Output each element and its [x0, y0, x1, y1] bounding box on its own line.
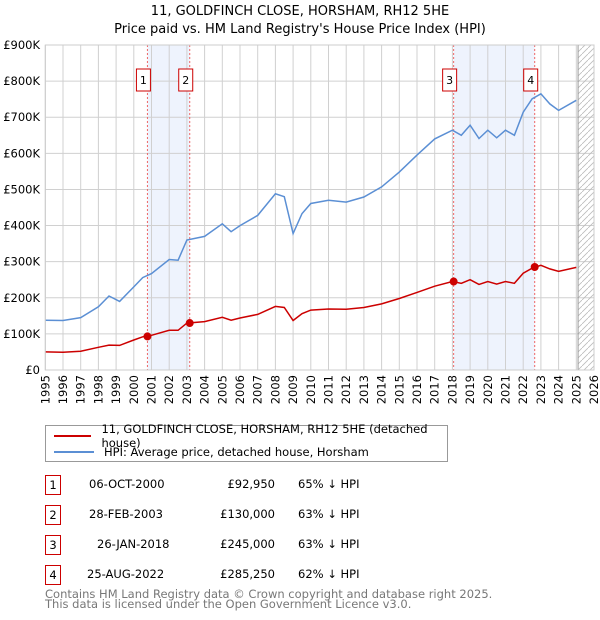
transaction-row: 2 28-FEB-2003 £130,000 63% ↓ HPI [45, 505, 465, 525]
y-tick-label: £800K [3, 74, 40, 88]
x-tick-label: 2024 [552, 375, 566, 404]
sale-label-number: 3 [446, 74, 453, 87]
sale-price: £245,000 [220, 537, 275, 551]
sale-date: 26-JAN-2018 [97, 537, 170, 551]
sale-price: £285,250 [220, 567, 275, 581]
sale-point [143, 332, 152, 341]
x-tick-label: 1999 [109, 375, 123, 404]
legend-label: HPI: Average price, detached house, Hors… [104, 445, 369, 459]
legend-item-property: 11, GOLDFINCH CLOSE, HORSHAM, RH12 5HE (… [54, 422, 447, 450]
footer-licence: This data is licensed under the Open Gov… [45, 597, 412, 611]
red-line-swatch [54, 435, 92, 437]
x-tick-label: 2007 [251, 375, 265, 404]
sale-date: 28-FEB-2003 [89, 507, 163, 521]
sale-label-number: 1 [140, 74, 147, 87]
y-tick-label: £600K [3, 146, 40, 160]
transaction-row: 3 26-JAN-2018 £245,000 63% ↓ HPI [45, 535, 465, 555]
sale-number-badge: 2 [45, 505, 61, 525]
sale-number-badge: 3 [45, 535, 61, 555]
y-tick-label: £900K [3, 38, 40, 52]
y-tick-label: £500K [3, 182, 40, 196]
y-tick-label: £100K [3, 327, 40, 341]
x-tick-label: 2025 [569, 375, 583, 404]
price-chart: 1995 1996 1997 1998 1999 2000 2001 2002 2003 2004… [3, 38, 600, 404]
sale-label-box [178, 68, 194, 92]
x-tick-label: 2001 [145, 375, 159, 404]
sale-point [185, 319, 194, 328]
x-tick-label: 1995 [38, 375, 52, 404]
x-tick-label: 2005 [215, 375, 229, 404]
footer-copyright: Contains HM Land Registry data © Crown c… [45, 587, 493, 601]
sale-number-badge: 1 [45, 475, 61, 495]
x-tick-label: 2022 [516, 375, 530, 404]
x-tick-label: 2021 [499, 375, 513, 404]
x-tick-label: 2019 [463, 375, 477, 404]
hpi-line [45, 92, 577, 322]
sale-date: 06-OCT-2000 [89, 477, 165, 491]
x-tick-label: 2026 [587, 375, 600, 404]
sale-hpi-diff: 63% ↓ HPI [298, 537, 360, 551]
sale-label-box [442, 68, 458, 92]
x-tick-label: 1997 [74, 375, 88, 404]
sale-number-badge: 4 [45, 565, 61, 585]
legend-label: 11, GOLDFINCH CLOSE, HORSHAM, RH12 5HE (… [101, 422, 428, 450]
x-tick-label: 2020 [481, 375, 495, 404]
y-tick-label: £200K [3, 291, 40, 305]
x-tick-label: 2023 [534, 375, 548, 404]
x-tick-label: 2016 [410, 375, 424, 404]
x-tick-label: 2013 [357, 375, 371, 404]
x-tick-label: 2006 [233, 375, 247, 404]
chart-title: 11, GOLDFINCH CLOSE, HORSHAM, RH12 5HE [150, 4, 450, 19]
x-tick-label: 2017 [428, 375, 442, 404]
transaction-row: 1 06-OCT-2000 £92,950 65% ↓ HPI [45, 475, 465, 495]
footer: Contains HM Land Registry data © Crown c… [45, 587, 493, 611]
x-tick-label: 2009 [286, 375, 300, 404]
sale-label-box [135, 68, 151, 92]
x-tick-label: 1998 [91, 375, 105, 404]
x-tick-label: 2018 [445, 375, 459, 404]
sale-date: 25-AUG-2022 [87, 567, 165, 581]
sale-point [530, 262, 539, 271]
sale-label-number: 4 [527, 74, 534, 87]
legend: 11, GOLDFINCH CLOSE, HORSHAM, RH12 5HE (… [45, 422, 448, 462]
legend-item-hpi: HPI: Average price, detached house, Hors… [54, 444, 369, 460]
sale-label-box [523, 68, 539, 92]
x-tick-label: 2011 [322, 375, 336, 404]
sale-hpi-diff: 62% ↓ HPI [298, 567, 360, 581]
forecast-hatch [578, 45, 594, 370]
x-tick-label: 2008 [268, 375, 282, 404]
chart-subtitle: Price paid vs. HM Land Registry's House … [114, 22, 486, 37]
sale-point [449, 277, 458, 286]
ownership-band [147, 45, 190, 370]
y-tick-label: £700K [3, 110, 40, 124]
transaction-row: 4 25-AUG-2022 £285,250 62% ↓ HPI [45, 565, 465, 585]
sale-label-number: 2 [182, 74, 189, 87]
x-tick-label: 1996 [56, 375, 70, 404]
plot-border [44, 44, 595, 371]
sale-price: £130,000 [220, 507, 275, 521]
y-tick-label: £400K [3, 219, 40, 233]
y-tick-label: £0 [25, 363, 40, 377]
sale-price: £92,950 [227, 477, 275, 491]
ownership-band [453, 45, 535, 370]
x-tick-label: 2003 [180, 375, 194, 404]
x-tick-label: 2014 [375, 375, 389, 404]
y-tick-label: £300K [3, 255, 40, 269]
sale-hpi-diff: 63% ↓ HPI [298, 507, 360, 521]
property-price-line [45, 264, 577, 354]
blue-line-swatch [54, 451, 94, 453]
x-tick-label: 2010 [304, 375, 318, 404]
x-tick-label: 2015 [392, 375, 406, 404]
x-tick-label: 2004 [198, 375, 212, 404]
x-tick-label: 2002 [162, 375, 176, 404]
sale-hpi-diff: 65% ↓ HPI [298, 477, 360, 491]
x-tick-label: 2012 [339, 375, 353, 404]
x-tick-label: 2000 [127, 375, 141, 404]
